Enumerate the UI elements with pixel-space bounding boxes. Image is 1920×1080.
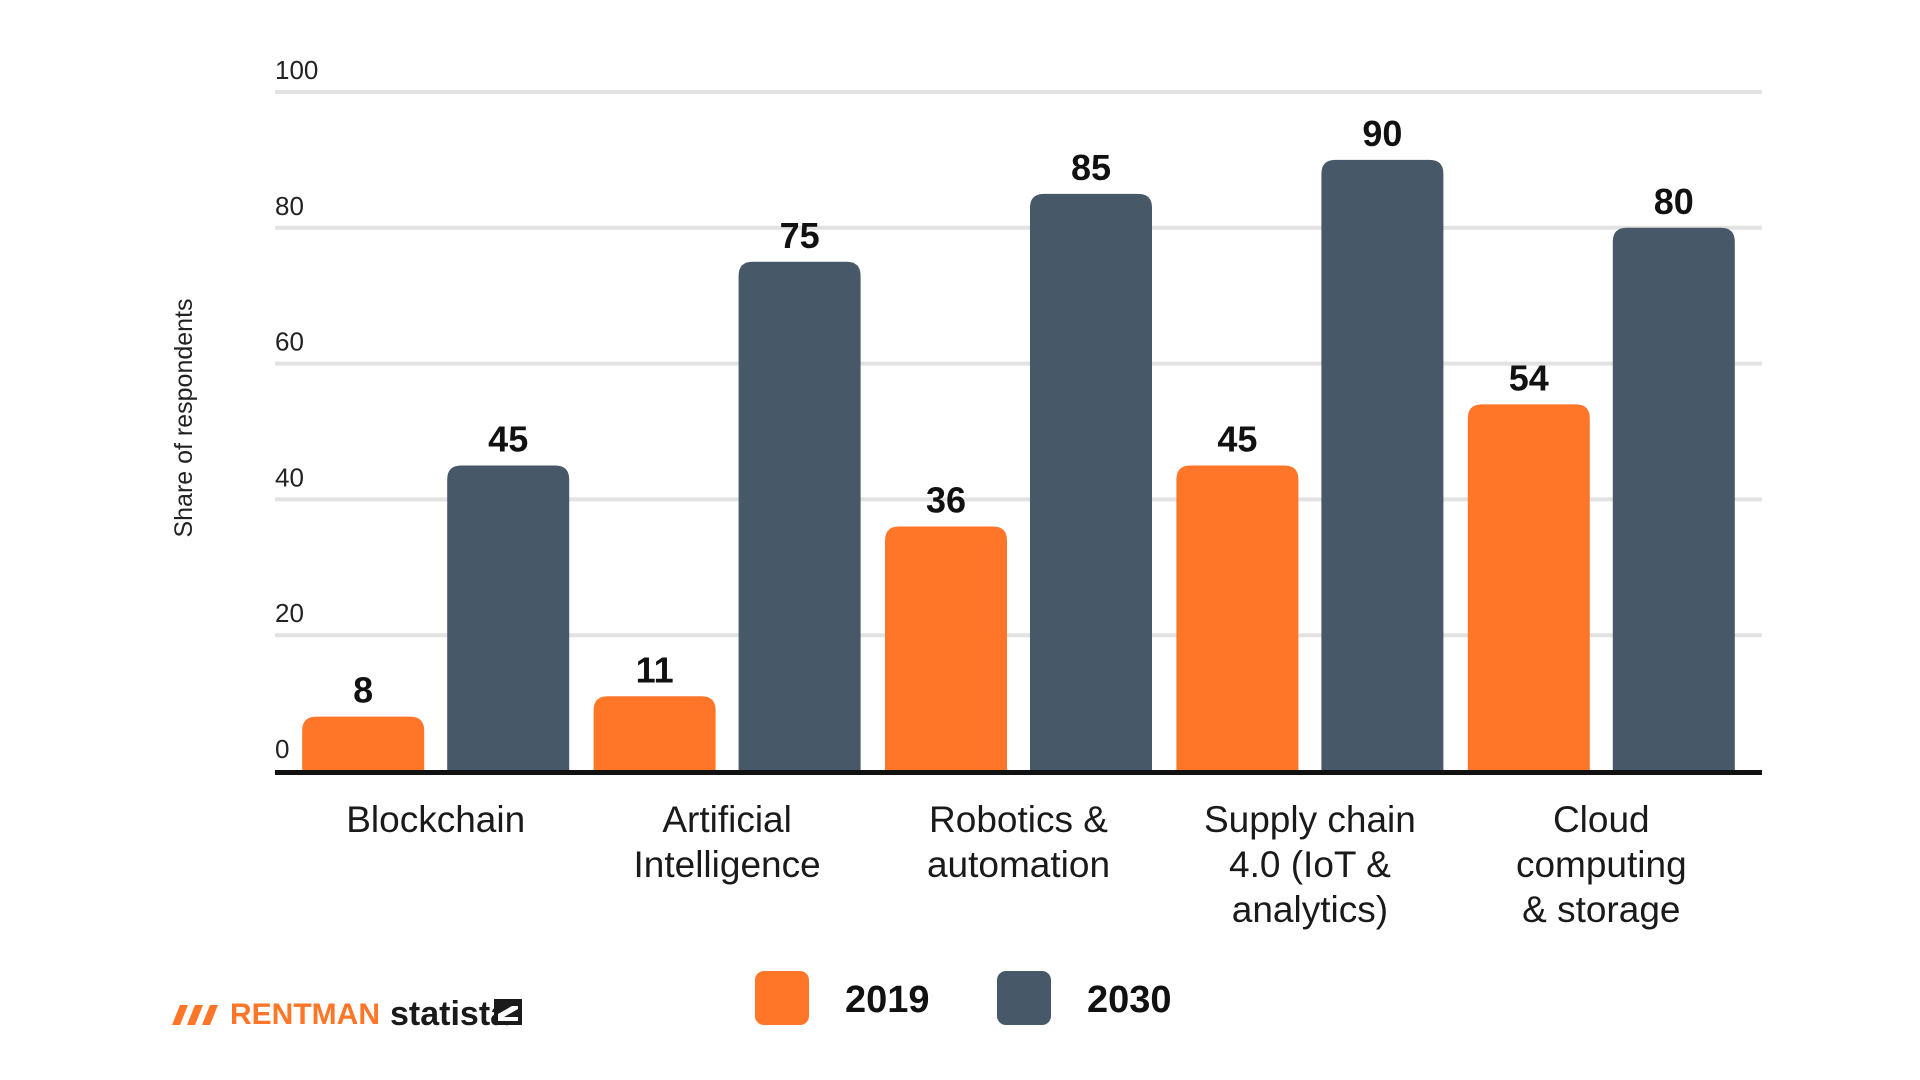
legend-swatch-2019: [755, 971, 809, 1025]
statista-mark-icon: [494, 999, 522, 1025]
y-tick-label: 0: [275, 734, 289, 764]
bar-2030: [447, 465, 570, 771]
data-label: 80: [1654, 181, 1694, 222]
legend-label-2030: 2030: [1087, 979, 1172, 1021]
bars: [302, 159, 1735, 772]
rentman-mark-stroke: [187, 1005, 203, 1025]
rentman-logo: RENTMAN: [172, 998, 380, 1031]
statista-wordmark: statista: [390, 995, 510, 1033]
y-tick-label: 40: [275, 462, 304, 492]
data-label: 54: [1509, 357, 1549, 398]
rentman-mark-stroke: [172, 1005, 188, 1025]
bar-2030: [1612, 227, 1735, 772]
y-axis-label: Share of respondents: [170, 298, 198, 537]
rentman-wordmark: RENTMAN: [230, 998, 380, 1031]
category-labels: Blockchain Artificial Intelligence Robotics…: [346, 799, 1686, 930]
legend-label-2019: 2019: [845, 979, 930, 1021]
bar-2019: [302, 716, 425, 771]
data-label: 45: [488, 418, 528, 459]
data-label: 36: [926, 480, 966, 521]
rentman-mark-stroke: [202, 1005, 218, 1025]
y-tick-label: 80: [275, 191, 304, 221]
bar-2019: [593, 696, 716, 771]
bar-2030: [1321, 159, 1444, 771]
bar-2030: [1030, 193, 1152, 772]
data-label: 11: [636, 649, 674, 690]
y-tick-label: 60: [275, 327, 304, 357]
data-label: 8: [353, 670, 373, 711]
legend-swatch-2030: [997, 971, 1051, 1025]
rentman-mark-icon: [172, 1005, 218, 1025]
bar-2019: [1467, 404, 1590, 771]
bar-2019: [1176, 465, 1299, 771]
bar-2019: [885, 526, 1007, 771]
data-label: 85: [1071, 147, 1111, 188]
x-tick-label: Cloud computing & storage: [1516, 799, 1687, 930]
y-tick-label: 20: [275, 598, 304, 628]
x-tick-label: Artificial Intelligence: [634, 799, 821, 885]
data-label: 90: [1362, 113, 1402, 154]
statista-logo: statista: [390, 995, 522, 1033]
data-label: 45: [1217, 418, 1257, 459]
data-label: 75: [780, 215, 820, 256]
y-axis-ticks: 0 20 40 60 80 100: [275, 55, 318, 764]
x-tick-label: Supply chain 4.0 (IoT & analytics): [1204, 799, 1416, 930]
x-tick-label: Blockchain: [346, 799, 525, 840]
value-labels: 8 45 11 75 36 85 45 90 54 80: [353, 113, 1694, 711]
legend: 2019 2030: [755, 971, 1172, 1025]
bar-2030: [738, 261, 861, 771]
y-tick-label: 100: [275, 55, 318, 85]
x-tick-label: Robotics & automation: [927, 799, 1110, 885]
